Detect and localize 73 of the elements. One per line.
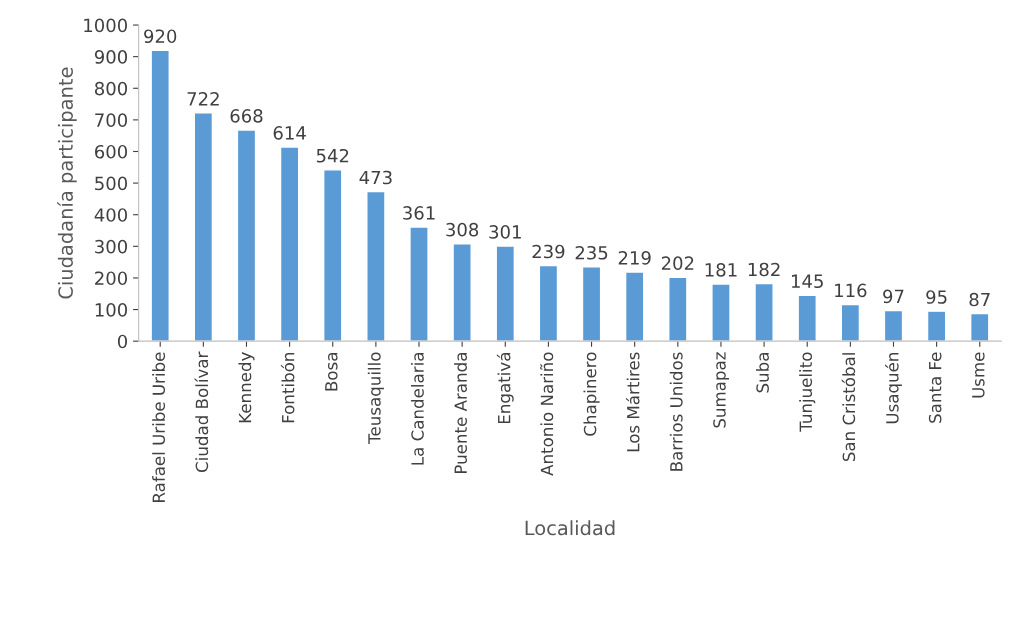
x-tick-label: Puente Aranda — [454, 353, 467, 473]
data-label: 239 — [532, 244, 565, 259]
y-axis-title: Ciudadanía participante — [57, 67, 77, 299]
y-tick-label: 400 — [94, 208, 128, 222]
bar — [624, 271, 645, 342]
bar — [970, 312, 990, 342]
x-tick-label: Bosa — [325, 353, 338, 391]
x-tick-label: Engativá — [496, 353, 514, 424]
x-tick-label: Sumapaz — [713, 352, 730, 428]
bar — [711, 283, 731, 342]
x-tick-label: Kennedy — [238, 352, 255, 423]
x-tick-label: Fontibón — [280, 353, 295, 423]
bar — [366, 190, 386, 342]
y-tick-label: 200 — [95, 271, 128, 286]
data-label: 235 — [575, 245, 608, 260]
data-label: 542 — [316, 148, 349, 163]
bar — [883, 309, 904, 342]
x-tick-label: San Cristóbal — [841, 353, 856, 462]
y-tick-label: 700 — [95, 113, 128, 127]
y-tick-label: 500 — [95, 176, 128, 191]
y-tick-label: 0 — [117, 334, 128, 349]
bar — [926, 310, 947, 342]
x-tick-label: Teusaquillo — [367, 352, 384, 444]
bar — [193, 112, 214, 342]
x-tick-label: La Candelaria — [410, 353, 424, 465]
bar — [581, 266, 602, 342]
data-label: 920 — [144, 29, 177, 44]
bar — [754, 282, 774, 342]
data-label: 308 — [446, 222, 479, 237]
x-tick-label: Usme — [972, 352, 985, 398]
x-tick-label: Chapinero — [583, 352, 600, 436]
data-label: 301 — [489, 225, 521, 239]
bar — [322, 169, 343, 342]
bar — [538, 264, 559, 342]
data-label: 614 — [273, 126, 306, 140]
x-tick-label: Barrios Unidos — [669, 352, 683, 471]
x-tick-label: Usaquén — [885, 353, 902, 424]
x-tick-label: Suba — [756, 353, 769, 393]
y-tick-label: 800 — [94, 81, 128, 96]
data-label: 116 — [835, 283, 867, 298]
data-label: 87 — [969, 292, 990, 307]
data-label: 97 — [883, 289, 904, 304]
data-label: 182 — [748, 262, 780, 277]
data-label: 722 — [187, 91, 219, 106]
y-tick-label: 100 — [95, 303, 128, 317]
y-tick-label: 900 — [94, 50, 128, 64]
x-tick-label: Santa Fe — [928, 352, 942, 423]
bar — [452, 243, 472, 342]
bar — [668, 276, 688, 342]
x-tick-label: Rafael Uribe Uribe — [152, 352, 166, 502]
data-label: 668 — [230, 109, 263, 123]
x-tick-label: Ciudad Bolívar — [194, 351, 209, 472]
bar — [840, 303, 861, 342]
bar — [797, 294, 817, 342]
bar — [150, 49, 170, 342]
data-label: 95 — [926, 290, 947, 304]
data-label: 181 — [705, 263, 737, 277]
y-tick-label: 300 — [95, 239, 128, 254]
x-tick-label: Antonio Nariño — [540, 352, 554, 476]
x-tick-label: Tunjuelito — [799, 352, 816, 432]
data-label: 219 — [618, 250, 651, 265]
bar — [409, 226, 429, 342]
bar — [279, 146, 300, 342]
data-label: 473 — [359, 170, 392, 185]
x-axis-title: Localidad — [525, 520, 615, 536]
y-tick-label: 600 — [95, 144, 128, 159]
bar — [495, 245, 516, 342]
y-tick-label: 1000 — [84, 18, 128, 33]
data-label: 361 — [403, 206, 435, 220]
data-label: 202 — [661, 256, 694, 271]
x-tick-label: Los Mártires — [625, 352, 640, 452]
data-label: 145 — [791, 274, 823, 289]
bar — [236, 129, 257, 342]
